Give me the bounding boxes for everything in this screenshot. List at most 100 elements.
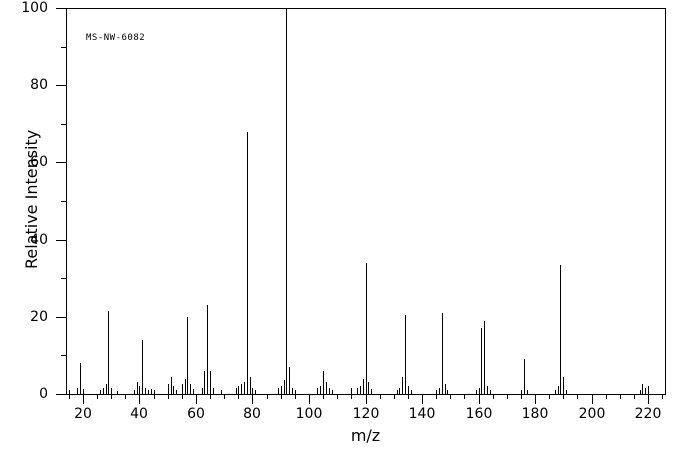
- peak-line: [397, 390, 398, 394]
- x-tick-label: 140: [408, 406, 436, 422]
- peak-line: [193, 389, 194, 394]
- y-major-tick: [56, 394, 66, 395]
- x-minor-tick: [464, 394, 465, 399]
- peak-line: [442, 313, 443, 394]
- x-minor-tick: [493, 394, 494, 399]
- x-minor-tick: [521, 394, 522, 399]
- y-tick-label: 0: [39, 386, 48, 402]
- peak-line: [555, 390, 556, 394]
- peak-line: [566, 390, 567, 394]
- peak-line: [154, 390, 155, 394]
- peak-line: [83, 389, 84, 394]
- peak-line: [317, 388, 318, 394]
- x-minor-tick: [662, 394, 663, 399]
- peak-line: [476, 390, 477, 394]
- peak-line: [202, 388, 203, 394]
- peak-line: [357, 388, 358, 394]
- peak-line: [278, 388, 279, 394]
- x-tick-label: 160: [465, 406, 493, 422]
- peak-line: [360, 386, 361, 394]
- y-minor-tick: [61, 355, 66, 356]
- peak-line: [213, 388, 214, 394]
- peak-line: [173, 386, 174, 394]
- peak-line: [145, 388, 146, 394]
- y-minor-tick: [61, 278, 66, 279]
- peak-line: [236, 388, 237, 394]
- x-minor-tick: [69, 394, 70, 399]
- peak-line: [106, 384, 107, 394]
- x-minor-tick: [281, 394, 282, 399]
- x-major-tick: [648, 394, 649, 404]
- y-tick-label: 60: [30, 154, 48, 170]
- y-tick-label: 100: [21, 0, 48, 16]
- peak-line: [445, 384, 446, 394]
- peak-line: [366, 263, 367, 394]
- x-tick-label: 80: [243, 406, 261, 422]
- peak-line: [187, 317, 188, 394]
- peak-line: [524, 359, 525, 394]
- peak-line: [176, 390, 177, 394]
- peak-line: [560, 265, 561, 394]
- y-tick-label: 20: [30, 309, 48, 325]
- watermark-label: MS-NW-6082: [86, 33, 146, 43]
- x-minor-tick: [295, 394, 296, 399]
- peak-line: [151, 389, 152, 394]
- peak-line: [642, 384, 643, 394]
- peak-line: [100, 390, 101, 394]
- x-minor-tick: [168, 394, 169, 399]
- x-major-tick: [535, 394, 536, 404]
- peak-line: [111, 388, 112, 394]
- peak-line: [69, 390, 70, 394]
- x-major-tick: [309, 394, 310, 404]
- x-minor-tick: [337, 394, 338, 399]
- x-tick-label: 120: [352, 406, 380, 422]
- peak-line: [238, 386, 239, 394]
- peak-line: [182, 384, 183, 394]
- y-major-tick: [56, 240, 66, 241]
- x-minor-tick: [267, 394, 268, 399]
- peak-line: [117, 391, 118, 394]
- x-tick-label: 20: [74, 406, 92, 422]
- peak-line: [645, 388, 646, 394]
- peak-line: [399, 388, 400, 394]
- peak-line: [134, 390, 135, 394]
- y-minor-tick: [61, 201, 66, 202]
- peak-line: [284, 380, 285, 394]
- y-minor-tick: [61, 124, 66, 125]
- y-major-tick: [56, 317, 66, 318]
- x-major-tick: [83, 394, 84, 404]
- x-minor-tick: [111, 394, 112, 399]
- x-minor-tick: [182, 394, 183, 399]
- x-minor-tick: [394, 394, 395, 399]
- x-minor-tick: [210, 394, 211, 399]
- peak-line: [139, 386, 140, 394]
- peak-line: [80, 363, 81, 394]
- x-minor-tick: [380, 394, 381, 399]
- x-major-tick: [252, 394, 253, 404]
- peak-line: [77, 388, 78, 394]
- x-major-tick: [479, 394, 480, 404]
- peak-line: [436, 390, 437, 394]
- peak-line: [142, 340, 143, 394]
- x-major-tick: [592, 394, 593, 404]
- peak-line: [326, 382, 327, 394]
- x-minor-tick: [634, 394, 635, 399]
- peak-line: [521, 390, 522, 394]
- peak-line: [255, 390, 256, 394]
- peak-line: [292, 388, 293, 394]
- x-minor-tick: [154, 394, 155, 399]
- peak-line: [411, 390, 412, 394]
- peak-line: [368, 382, 369, 394]
- peak-line: [289, 367, 290, 394]
- x-tick-label: 100: [295, 406, 323, 422]
- peak-line: [148, 390, 149, 394]
- x-minor-tick: [507, 394, 508, 399]
- peak-line: [168, 384, 169, 394]
- peak-line: [207, 305, 208, 394]
- peak-line: [332, 390, 333, 394]
- x-minor-tick: [577, 394, 578, 399]
- peak-line: [281, 386, 282, 394]
- x-minor-tick: [224, 394, 225, 399]
- x-major-tick: [196, 394, 197, 404]
